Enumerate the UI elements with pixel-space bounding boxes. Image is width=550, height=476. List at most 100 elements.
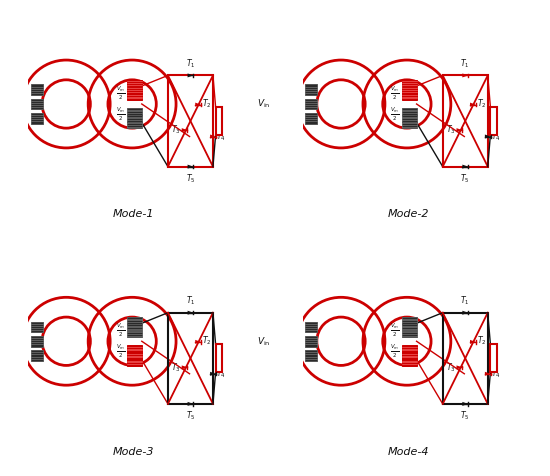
Text: $T_5$: $T_5$ bbox=[460, 409, 470, 422]
Text: Mode-3: Mode-3 bbox=[112, 446, 154, 456]
Bar bbox=[127, 122, 142, 129]
Bar bbox=[305, 322, 317, 332]
Polygon shape bbox=[463, 402, 468, 406]
Text: $\frac{V_m}{2}$: $\frac{V_m}{2}$ bbox=[116, 343, 125, 360]
Polygon shape bbox=[182, 128, 188, 132]
Text: $T_2$: $T_2$ bbox=[202, 335, 212, 347]
Bar bbox=[305, 99, 317, 109]
Polygon shape bbox=[182, 366, 188, 369]
Bar bbox=[305, 113, 317, 124]
Text: $V_{\rm in}$: $V_{\rm in}$ bbox=[257, 335, 270, 347]
Text: Load: Load bbox=[491, 113, 496, 129]
Bar bbox=[402, 80, 416, 87]
Text: $\frac{V_m}{2}$: $\frac{V_m}{2}$ bbox=[116, 106, 125, 123]
Polygon shape bbox=[195, 340, 201, 344]
Text: $T_5$: $T_5$ bbox=[186, 409, 195, 422]
Polygon shape bbox=[456, 366, 462, 369]
Polygon shape bbox=[210, 372, 216, 376]
Bar bbox=[402, 331, 416, 337]
Bar bbox=[168, 313, 213, 404]
Text: $T_2$: $T_2$ bbox=[477, 97, 486, 110]
Text: $T_3$: $T_3$ bbox=[171, 361, 180, 374]
Bar bbox=[402, 93, 416, 100]
Text: $T_4$: $T_4$ bbox=[217, 130, 226, 143]
Polygon shape bbox=[188, 165, 193, 169]
Bar bbox=[127, 108, 142, 115]
Bar bbox=[127, 346, 142, 352]
Polygon shape bbox=[188, 402, 193, 406]
Text: $\frac{V_m}{2}$: $\frac{V_m}{2}$ bbox=[390, 85, 400, 102]
Bar bbox=[30, 322, 42, 332]
Bar bbox=[127, 80, 142, 87]
Text: $T_4$: $T_4$ bbox=[491, 367, 501, 380]
Text: Mode-1: Mode-1 bbox=[112, 209, 154, 219]
Bar bbox=[127, 93, 142, 100]
Text: $T_3$: $T_3$ bbox=[446, 124, 455, 137]
Text: $T_1$: $T_1$ bbox=[186, 295, 195, 307]
Text: $T_1$: $T_1$ bbox=[460, 57, 470, 69]
Text: $\frac{V_m}{2}$: $\frac{V_m}{2}$ bbox=[390, 343, 400, 360]
Bar bbox=[305, 84, 317, 95]
Polygon shape bbox=[463, 165, 468, 169]
Bar bbox=[127, 331, 142, 337]
Polygon shape bbox=[470, 340, 476, 344]
Bar bbox=[127, 317, 142, 324]
Polygon shape bbox=[485, 372, 491, 376]
Text: $T_4$: $T_4$ bbox=[217, 367, 226, 380]
Text: Mode-4: Mode-4 bbox=[387, 446, 429, 456]
Bar bbox=[127, 115, 142, 121]
Polygon shape bbox=[456, 128, 462, 132]
Polygon shape bbox=[188, 311, 193, 315]
Bar bbox=[216, 107, 222, 135]
Bar bbox=[305, 336, 317, 347]
Bar bbox=[30, 350, 42, 361]
Bar bbox=[402, 359, 416, 366]
Bar bbox=[402, 346, 416, 352]
Polygon shape bbox=[463, 311, 468, 315]
Text: $\frac{V_m}{2}$: $\frac{V_m}{2}$ bbox=[390, 322, 400, 339]
Bar bbox=[127, 324, 142, 330]
Text: $T_4$: $T_4$ bbox=[491, 130, 501, 143]
Bar bbox=[402, 122, 416, 129]
Bar bbox=[127, 352, 142, 359]
Bar bbox=[402, 87, 416, 93]
Text: $T_3$: $T_3$ bbox=[446, 361, 455, 374]
Text: $\frac{V_m}{2}$: $\frac{V_m}{2}$ bbox=[390, 106, 400, 123]
Text: $T_2$: $T_2$ bbox=[477, 335, 486, 347]
Bar bbox=[305, 350, 317, 361]
Text: $V_{\rm in}$: $V_{\rm in}$ bbox=[257, 98, 270, 110]
Bar bbox=[127, 359, 142, 366]
Bar bbox=[30, 336, 42, 347]
Text: $T_2$: $T_2$ bbox=[202, 97, 212, 110]
Bar bbox=[30, 113, 42, 124]
Text: Mode-2: Mode-2 bbox=[387, 209, 429, 219]
Bar bbox=[402, 115, 416, 121]
Text: $T_5$: $T_5$ bbox=[460, 172, 470, 185]
Bar bbox=[30, 99, 42, 109]
Text: Load: Load bbox=[216, 113, 221, 129]
Text: $\frac{V_m}{2}$: $\frac{V_m}{2}$ bbox=[116, 322, 125, 339]
Text: $T_3$: $T_3$ bbox=[171, 124, 180, 137]
Bar bbox=[402, 352, 416, 359]
Polygon shape bbox=[210, 135, 216, 139]
Bar bbox=[216, 344, 222, 372]
Bar bbox=[491, 107, 497, 135]
Bar bbox=[402, 108, 416, 115]
Bar bbox=[402, 317, 416, 324]
Text: $T_5$: $T_5$ bbox=[186, 172, 195, 185]
Text: Load: Load bbox=[491, 351, 496, 366]
Bar bbox=[491, 344, 497, 372]
Bar bbox=[127, 87, 142, 93]
Polygon shape bbox=[195, 103, 201, 107]
Polygon shape bbox=[485, 135, 491, 139]
Bar bbox=[30, 84, 42, 95]
Text: Load: Load bbox=[216, 351, 221, 366]
Bar bbox=[168, 75, 213, 167]
Polygon shape bbox=[470, 103, 476, 107]
Bar bbox=[402, 324, 416, 330]
Bar bbox=[443, 313, 488, 404]
Polygon shape bbox=[188, 73, 193, 78]
Text: $T_1$: $T_1$ bbox=[186, 57, 195, 69]
Bar bbox=[443, 75, 488, 167]
Text: $T_1$: $T_1$ bbox=[460, 295, 470, 307]
